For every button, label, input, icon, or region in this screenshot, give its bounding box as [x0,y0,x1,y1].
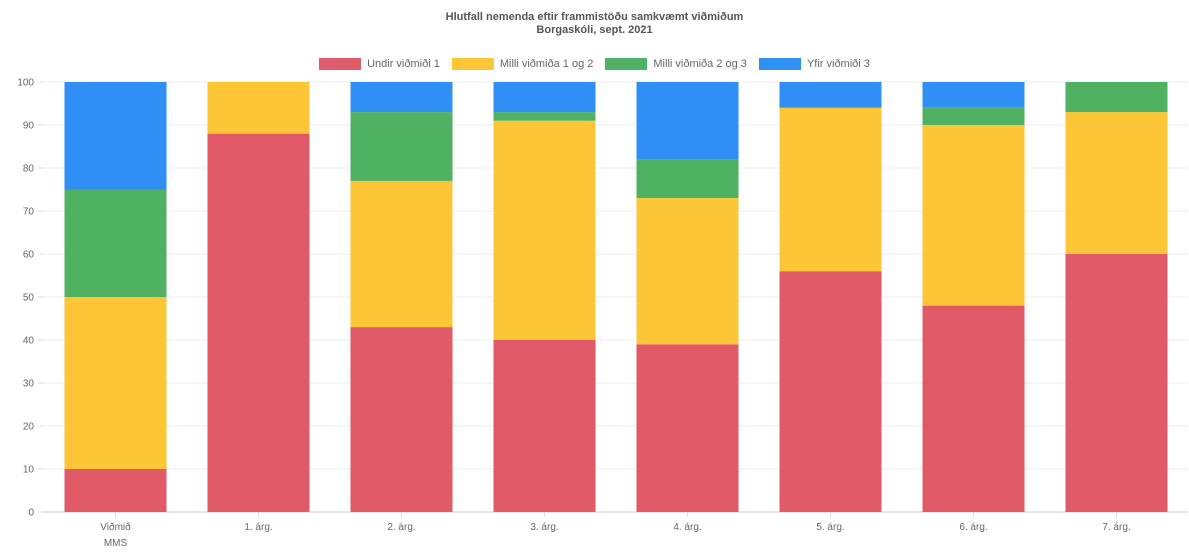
bar-segment [207,133,310,512]
bar-segment [779,82,882,108]
y-tick-label: 20 [23,422,35,433]
x-tick-label: 2. árg. [387,522,415,533]
bar-segment [1065,112,1168,254]
legend-label: Milli viðmiða 2 og 3 [653,58,747,70]
bar-segment [922,125,1025,306]
y-tick-label: 80 [23,164,35,175]
y-tick-label: 100 [17,78,34,89]
legend-item[interactable]: Milli viðmiða 1 og 2 [451,58,594,70]
legend: Undir viðmiði 1 Milli viðmiða 1 og 2 Milli… [0,57,1189,71]
y-tick-label: 40 [23,336,35,347]
legend-swatch [451,58,494,70]
chart-title: Hlutfall nemenda eftir frammistöðu samkv… [445,11,744,23]
legend-label: Yfir viðmiði 3 [806,58,870,70]
y-tick-label: 0 [28,508,34,519]
bar-segment [636,344,739,512]
bar-segment [779,271,882,512]
legend-item[interactable]: Yfir viðmiði 3 [758,58,870,70]
legend-label: Milli viðmiða 1 og 2 [499,58,594,70]
y-tick-label: 70 [23,207,35,218]
bar-segment [493,340,596,512]
bar-segment [350,180,453,328]
legend-swatch [319,58,362,70]
bar-segment [1065,82,1168,113]
legend-swatch [605,58,648,70]
y-tick-label: 90 [23,121,35,132]
bar-segment [922,82,1025,108]
x-tick-label: 3. árg. [530,522,558,533]
x-tick-label: 1. árg. [244,522,272,533]
bar-segment [922,305,1025,512]
legend-swatch [758,58,801,70]
bar-segment [493,112,596,121]
bar-segment [493,120,596,340]
bar-segment [922,107,1025,125]
bar-segment [636,159,739,199]
y-tick-label: 60 [23,250,35,261]
y-tick-label: 30 [23,379,35,390]
bar-segment [779,107,882,272]
x-tick-label: 4. árg. [673,522,701,533]
bar-segment [64,469,167,512]
bar-segment [207,82,310,134]
legend-item[interactable]: Milli viðmiða 2 og 3 [605,58,747,70]
legend-item[interactable]: Undir viðmiði 1 [319,58,440,70]
bar-segment [64,189,167,297]
x-tick-label: 6. árg. [959,522,987,533]
x-tick-label: Viðmið [100,521,131,533]
bar-segment [64,297,167,469]
bar-segment [350,112,453,181]
bar-segment [350,82,453,113]
bar-segment [1065,254,1168,512]
chart-subtitle: Borgaskóli, sept. 2021 [536,24,653,36]
bar-segment [350,327,453,512]
bar-segment [636,82,739,160]
bar-segment [493,82,596,113]
bar-segment [636,198,739,345]
legend-label: Undir viðmiði 1 [367,58,440,70]
x-tick-label: 5. árg. [816,522,844,533]
x-tick-label: MMS [104,538,128,549]
y-tick-label: 50 [23,293,35,304]
y-tick-label: 10 [23,465,35,476]
bar-segment [64,82,167,190]
x-tick-label: 7. árg. [1102,522,1130,533]
